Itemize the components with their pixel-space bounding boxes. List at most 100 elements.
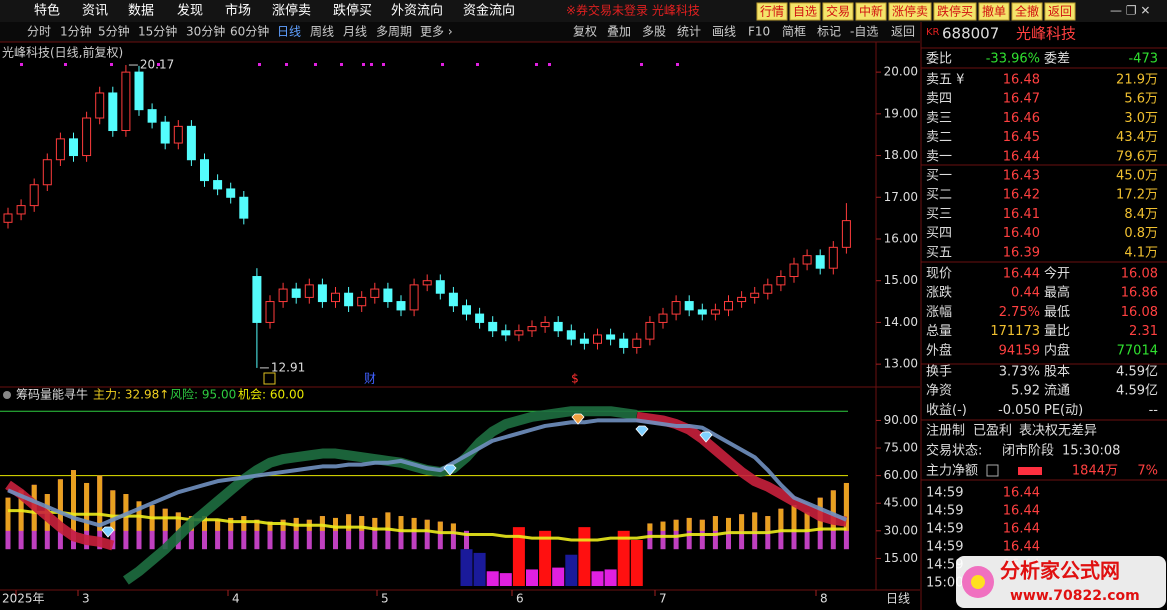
quote-text: 94159 <box>999 343 1040 358</box>
diamond-icon <box>699 431 713 443</box>
menu-item[interactable]: 市场 <box>225 3 251 19</box>
period-tab[interactable]: 15分钟 <box>138 24 177 39</box>
quote-text: 16.44 <box>1003 522 1040 537</box>
menu-item[interactable]: 资讯 <box>82 4 108 19</box>
volume-bar <box>333 517 338 550</box>
button-label[interactable]: 自选 <box>793 5 817 19</box>
menu-item[interactable]: 发现 <box>177 3 203 19</box>
button[interactable] <box>756 2 788 21</box>
quote-text: 表决权无差异 <box>1019 423 1097 439</box>
button-label[interactable]: 交易 <box>826 4 850 19</box>
flow-bar <box>1018 467 1042 475</box>
volume-bar <box>215 519 221 550</box>
volume-bar <box>437 521 443 531</box>
button-label[interactable]: 返回 <box>1048 5 1072 19</box>
candle-body <box>566 330 576 340</box>
menu-item[interactable]: 外资流向 <box>391 3 443 19</box>
period-tab[interactable]: 1分钟 <box>60 24 92 39</box>
tool-button[interactable]: 简框 <box>782 25 806 39</box>
menu-item[interactable]: 跌停买 <box>333 3 372 19</box>
button[interactable] <box>888 2 932 21</box>
level-label: 机会: 60.00 <box>238 388 304 402</box>
button[interactable] <box>822 2 854 21</box>
period-tab[interactable]: 30分钟 <box>186 24 225 39</box>
menu-item[interactable]: 资金流向 <box>463 3 515 19</box>
menu-item[interactable]: 特色 <box>34 3 60 19</box>
quote-text: 注册制 <box>926 424 965 439</box>
period-tab[interactable]: 5分钟 <box>98 24 130 39</box>
button[interactable] <box>789 2 821 21</box>
button-label[interactable]: 中新 <box>859 4 883 19</box>
quote-text: 买二 <box>926 188 952 203</box>
button[interactable] <box>978 2 1010 21</box>
tool-button[interactable]: 统计 <box>677 25 701 39</box>
candle-body <box>82 117 92 157</box>
flow-icon <box>986 464 999 477</box>
tool-button[interactable]: 返回 <box>891 25 915 39</box>
period-tab[interactable]: 分时 <box>27 25 51 39</box>
signal-bar <box>565 554 578 586</box>
candle-body <box>737 296 747 303</box>
candle-body <box>684 301 694 311</box>
button-label[interactable]: 行情 <box>760 5 784 19</box>
indicator-line <box>7 418 848 528</box>
signal-bar <box>630 540 643 586</box>
volume-bar <box>778 508 784 531</box>
quote-text: 3.73% <box>999 365 1040 380</box>
diamond-icon <box>635 425 649 437</box>
quote-text: 16.08 <box>1121 267 1158 282</box>
period-tab[interactable]: 更多 › <box>420 25 453 39</box>
event-marker[interactable]: 财 <box>364 372 376 386</box>
volume-bar <box>673 519 679 531</box>
button[interactable] <box>1011 2 1043 21</box>
quote-text: 16.44 <box>1003 149 1040 164</box>
candle-body <box>841 220 851 248</box>
button[interactable] <box>1044 2 1076 21</box>
period-tab[interactable]: 日线 <box>277 25 301 39</box>
signal-dot <box>314 63 317 66</box>
menu-item[interactable]: 涨停卖 <box>272 3 311 19</box>
tool-button[interactable]: 多股 <box>642 25 666 39</box>
tool-button[interactable]: 标记 <box>817 25 841 39</box>
candle-body <box>121 71 131 132</box>
candle-body <box>186 125 196 161</box>
period-tab[interactable]: 60分钟 <box>230 24 269 39</box>
volume-bar <box>57 479 63 531</box>
period-tab[interactable]: 月线 <box>343 25 367 39</box>
tool-button[interactable]: 画线 <box>712 25 736 39</box>
volume-bar <box>215 519 221 531</box>
menu-item[interactable]: 数据 <box>128 4 154 19</box>
quote-text: PE(动) <box>1044 403 1083 418</box>
period-label: 日线 <box>886 592 910 606</box>
tool-button[interactable]: 叠加 <box>607 25 631 39</box>
signal-bar <box>473 552 486 586</box>
tool-button[interactable]: -自选 <box>850 25 878 39</box>
signal-dot <box>640 63 643 66</box>
signal-dot <box>676 63 679 66</box>
period-tab[interactable]: 周线 <box>310 25 334 39</box>
volume-bar <box>647 523 653 531</box>
quote-text: 4.59亿 <box>1116 365 1158 380</box>
volume-bar <box>267 521 273 531</box>
x-tick-label: 6 <box>516 592 524 606</box>
button[interactable] <box>933 2 977 21</box>
period-tab[interactable]: 多周期 <box>376 25 412 39</box>
tool-button[interactable]: F10 <box>748 25 770 39</box>
candle-body <box>265 301 275 323</box>
quote-text: 15:00 <box>926 576 963 591</box>
volume-bar <box>254 519 260 550</box>
button-label[interactable]: 撤单 <box>982 4 1006 19</box>
tool-button[interactable]: 复权 <box>573 25 597 39</box>
volume-bar <box>228 517 234 550</box>
y-tick-label: 17.00 <box>884 190 918 204</box>
button-label[interactable]: 全撤 <box>1015 4 1039 19</box>
candle-body <box>278 288 288 303</box>
event-marker[interactable]: $ <box>571 372 579 386</box>
button-label[interactable]: 跌停买 <box>937 4 973 19</box>
candle-body <box>55 138 65 161</box>
button[interactable] <box>855 2 887 21</box>
button-label[interactable]: 涨停卖 <box>892 4 928 19</box>
y-tick-label: 75.00 <box>884 441 918 455</box>
quote-text: 21.9万 <box>1116 73 1158 88</box>
